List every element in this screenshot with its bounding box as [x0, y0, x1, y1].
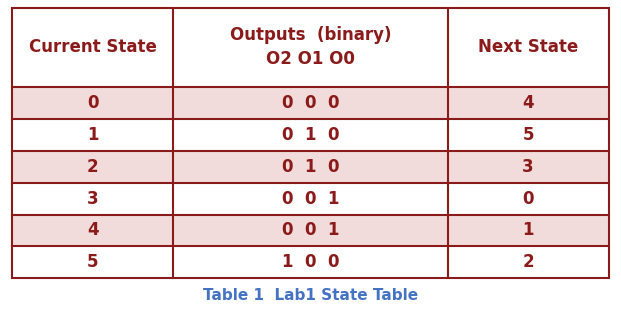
Text: 0  0  0: 0 0 0 — [282, 94, 339, 112]
Text: 5: 5 — [87, 253, 99, 272]
Text: 3: 3 — [522, 157, 534, 176]
Text: 0  0  1: 0 0 1 — [282, 189, 339, 208]
Text: Current State: Current State — [29, 38, 157, 56]
Text: 3: 3 — [87, 189, 99, 208]
Text: Outputs  (binary)
O2 O1 O0: Outputs (binary) O2 O1 O0 — [230, 26, 391, 68]
Text: 4: 4 — [87, 221, 99, 240]
Text: 2: 2 — [522, 253, 534, 272]
Text: 0  1  0: 0 1 0 — [282, 157, 339, 176]
Text: 0: 0 — [87, 94, 99, 112]
Text: 1  0  0: 1 0 0 — [282, 253, 339, 272]
Text: 1: 1 — [522, 221, 534, 240]
Text: 0  0  1: 0 0 1 — [282, 221, 339, 240]
Text: 1: 1 — [87, 126, 99, 144]
Text: Next State: Next State — [478, 38, 578, 56]
Text: 2: 2 — [87, 157, 99, 176]
Text: 4: 4 — [522, 94, 534, 112]
Text: Table 1  Lab1 State Table: Table 1 Lab1 State Table — [203, 288, 418, 303]
Text: 0: 0 — [522, 189, 534, 208]
Text: 0  1  0: 0 1 0 — [282, 126, 339, 144]
Text: 5: 5 — [522, 126, 534, 144]
